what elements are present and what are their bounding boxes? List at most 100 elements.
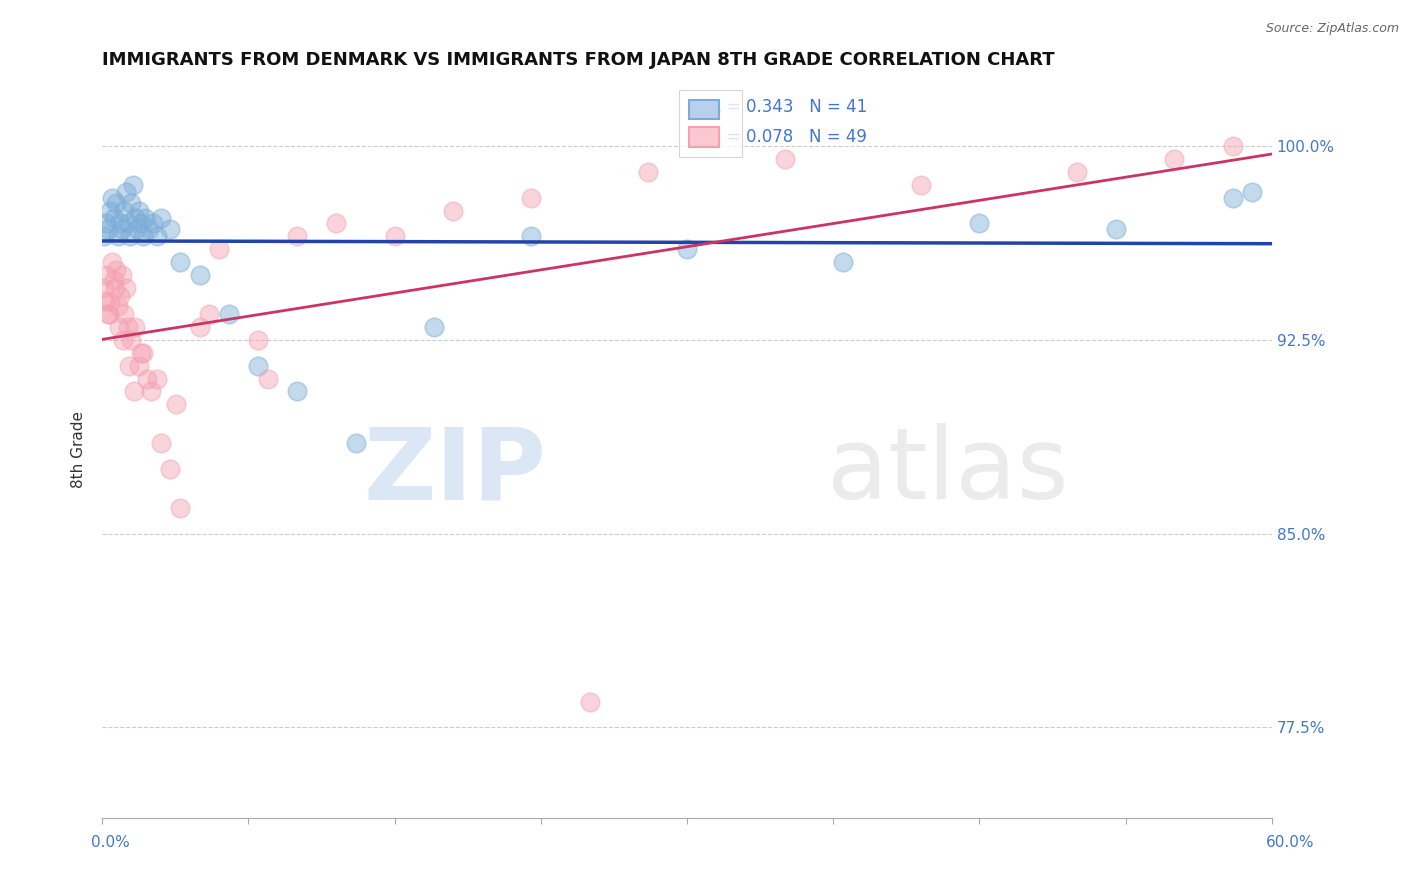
- Point: [107, 299, 129, 313]
- Point: [149, 436, 172, 450]
- Point: [112, 307, 135, 321]
- Point: [676, 243, 699, 257]
- Point: [285, 384, 308, 399]
- Point: [111, 268, 134, 283]
- Point: [344, 436, 367, 450]
- Point: [285, 229, 308, 244]
- Point: [910, 178, 932, 192]
- Point: [198, 307, 221, 321]
- Point: [1222, 191, 1244, 205]
- Text: 0.0%: 0.0%: [91, 836, 131, 850]
- Point: [97, 221, 120, 235]
- Y-axis label: 8th Grade: 8th Grade: [72, 411, 86, 488]
- Point: [146, 229, 169, 244]
- Point: [128, 203, 150, 218]
- Point: [118, 229, 141, 244]
- Point: [104, 263, 127, 277]
- Legend: , : ,: [679, 90, 742, 156]
- Point: [120, 333, 142, 347]
- Point: [578, 695, 600, 709]
- Text: ZIP: ZIP: [364, 423, 547, 520]
- Point: [114, 281, 136, 295]
- Point: [108, 289, 131, 303]
- Point: [124, 211, 146, 226]
- Point: [124, 384, 146, 399]
- Text: IMMIGRANTS FROM DENMARK VS IMMIGRANTS FROM JAPAN 8TH GRADE CORRELATION CHART: IMMIGRANTS FROM DENMARK VS IMMIGRANTS FR…: [103, 51, 1054, 69]
- Point: [101, 191, 124, 205]
- Point: [142, 217, 165, 231]
- Point: [111, 333, 134, 347]
- Point: [969, 217, 991, 231]
- Point: [134, 211, 156, 226]
- Point: [98, 293, 121, 308]
- Point: [103, 211, 125, 226]
- Point: [114, 186, 136, 200]
- Point: [132, 345, 155, 359]
- Point: [94, 293, 117, 308]
- Point: [98, 307, 121, 321]
- Point: [384, 229, 406, 244]
- Point: [188, 268, 211, 283]
- Point: [117, 319, 139, 334]
- Point: [98, 203, 121, 218]
- Point: [107, 229, 129, 244]
- Point: [94, 217, 117, 231]
- Point: [247, 359, 270, 373]
- Point: [104, 281, 127, 295]
- Point: [520, 229, 543, 244]
- Point: [149, 211, 172, 226]
- Point: [1163, 152, 1185, 166]
- Text: atlas: atlas: [827, 423, 1069, 520]
- Point: [111, 221, 134, 235]
- Point: [169, 500, 191, 515]
- Point: [139, 384, 162, 399]
- Point: [94, 268, 117, 283]
- Point: [117, 217, 139, 231]
- Point: [93, 229, 115, 244]
- Point: [97, 307, 120, 321]
- Point: [127, 221, 149, 235]
- Point: [124, 319, 146, 334]
- Text: R = 0.078   N = 49: R = 0.078 N = 49: [710, 128, 868, 145]
- Point: [218, 307, 240, 321]
- Point: [101, 255, 124, 269]
- Point: [325, 217, 347, 231]
- Point: [159, 221, 181, 235]
- Point: [441, 203, 464, 218]
- Point: [637, 165, 659, 179]
- Point: [138, 221, 160, 235]
- Point: [257, 371, 280, 385]
- Text: 60.0%: 60.0%: [1267, 836, 1315, 850]
- Point: [108, 217, 131, 231]
- Point: [122, 178, 145, 192]
- Point: [104, 195, 127, 210]
- Point: [129, 345, 152, 359]
- Point: [188, 319, 211, 334]
- Point: [208, 243, 231, 257]
- Point: [520, 191, 543, 205]
- Point: [1241, 186, 1264, 200]
- Point: [165, 397, 187, 411]
- Point: [112, 203, 135, 218]
- Point: [773, 152, 796, 166]
- Point: [422, 319, 444, 334]
- Point: [159, 462, 181, 476]
- Point: [128, 359, 150, 373]
- Text: Source: ZipAtlas.com: Source: ZipAtlas.com: [1265, 22, 1399, 36]
- Point: [247, 333, 270, 347]
- Point: [146, 371, 169, 385]
- Point: [169, 255, 191, 269]
- Point: [1222, 139, 1244, 153]
- Point: [117, 359, 139, 373]
- Point: [107, 319, 129, 334]
- Point: [120, 195, 142, 210]
- Point: [1105, 221, 1128, 235]
- Point: [832, 255, 855, 269]
- Point: [136, 371, 159, 385]
- Point: [103, 273, 125, 287]
- Point: [132, 229, 155, 244]
- Text: R = 0.343   N = 41: R = 0.343 N = 41: [710, 98, 868, 116]
- Point: [129, 217, 152, 231]
- Point: [1066, 165, 1088, 179]
- Point: [93, 281, 115, 295]
